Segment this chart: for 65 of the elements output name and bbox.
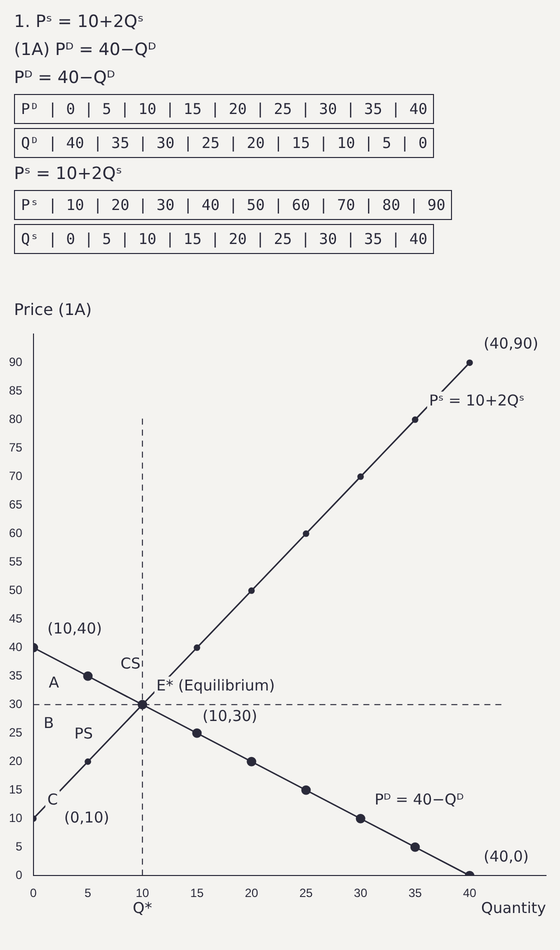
- text: 1. Pˢ = 10+2Qˢ: [14, 11, 145, 34]
- x-tick-label: 10: [136, 886, 150, 900]
- annotation: (0,10): [64, 808, 110, 827]
- y-tick-label: 20: [8, 754, 23, 768]
- y-tick-label: 60: [8, 526, 23, 540]
- point: [83, 671, 93, 681]
- y-tick-label: 90: [8, 355, 23, 370]
- y-tick-label: 15: [8, 782, 23, 796]
- annotation: Q*: [132, 898, 153, 917]
- text: Pᴰ | 0 | 5 | 10 | 15 | 20 | 25 | 30 | 35 | 40: [14, 94, 434, 124]
- point: [356, 814, 366, 824]
- annotation: B: [44, 714, 54, 732]
- text: Qᴰ | 40 | 35 | 30 | 25 | 20 | 15 | 10 | 5 | 0: [14, 128, 434, 158]
- y-tick-label: 10: [8, 810, 23, 825]
- y-tick-label: 45: [8, 611, 23, 626]
- y-tick-label: 0: [16, 868, 23, 882]
- point: [301, 785, 311, 795]
- text: Price (1A): [14, 300, 92, 319]
- x-tick-label: 35: [408, 886, 422, 900]
- text: (1A) Pᴰ = 40−Qᴰ: [14, 39, 158, 62]
- point: [84, 758, 92, 765]
- y-tick-label: 25: [8, 725, 23, 740]
- y-tick-label: 35: [8, 668, 23, 682]
- annotation: E* (Equilibrium): [156, 676, 275, 695]
- y-tick-label: 5: [16, 839, 23, 854]
- y-tick-label: 85: [8, 384, 23, 398]
- y-tick-label: 80: [8, 412, 23, 426]
- text: Qˢ | 0 | 5 | 10 | 15 | 20 | 25 | 30 | 35 | 40: [14, 224, 434, 254]
- y-tick-label: 55: [8, 554, 23, 568]
- x-axis-title: Quantity: [481, 898, 546, 917]
- point: [192, 728, 202, 738]
- x-tick-label: 30: [354, 886, 368, 900]
- annotation: (10,30): [202, 706, 258, 725]
- annotation: CS: [120, 654, 140, 672]
- point: [412, 416, 418, 423]
- point: [246, 756, 256, 766]
- x-tick-label: 20: [244, 886, 258, 900]
- x-tick-label: 40: [462, 886, 477, 900]
- y-tick-label: 40: [8, 640, 23, 654]
- annotation: (40,90): [484, 334, 538, 353]
- annotation: Pᴰ = 40−Qᴰ: [374, 790, 464, 808]
- point: [410, 842, 420, 852]
- y-tick-label: 30: [8, 696, 23, 711]
- point: [466, 359, 473, 366]
- x-tick-label: 5: [84, 886, 92, 900]
- y-tick-label: 65: [8, 497, 23, 512]
- text: Pˢ | 10 | 20 | 30 | 40 | 50 | 60 | 70 | 80 | 90: [14, 190, 452, 220]
- x-tick-label: 25: [299, 886, 314, 900]
- annotation: A: [48, 673, 60, 692]
- x-tick-label: 0: [30, 886, 38, 900]
- y-tick-label: 70: [8, 468, 23, 483]
- annotation: PS: [74, 724, 93, 743]
- text: Pᴰ = 40−Qᴰ: [14, 67, 116, 90]
- x-tick-label: 15: [190, 886, 204, 900]
- annotation: (40,0): [484, 847, 529, 866]
- y-tick-label: 50: [8, 582, 23, 597]
- point: [194, 644, 200, 651]
- point: [248, 587, 255, 594]
- point: [302, 530, 310, 537]
- annotation: (10,40): [47, 620, 102, 638]
- annotation: C: [47, 790, 58, 808]
- text: Pˢ = 10+2Qˢ: [14, 163, 124, 186]
- y-tick-label: 75: [8, 440, 23, 454]
- point: [357, 473, 364, 480]
- annotation: Pˢ = 10+2Qˢ: [429, 392, 524, 410]
